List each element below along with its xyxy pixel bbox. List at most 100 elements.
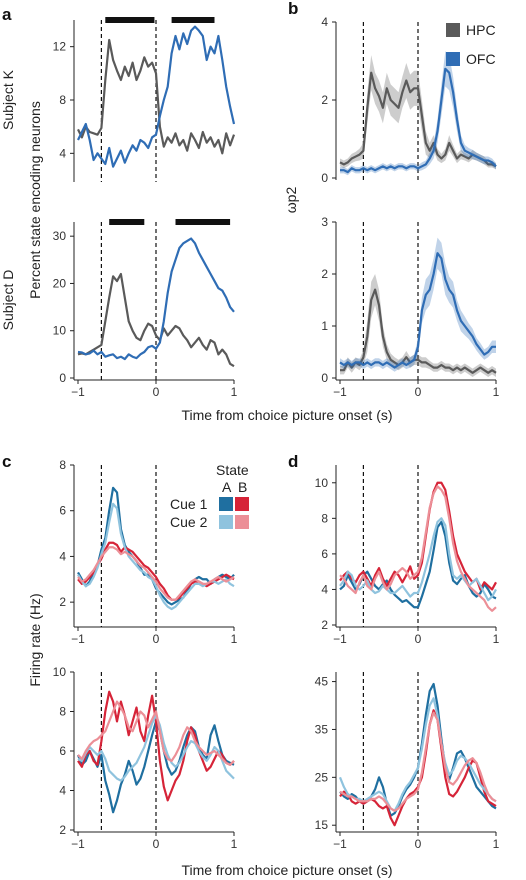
- x-tick-label: 1: [493, 837, 500, 851]
- x-tick-label: −1: [71, 632, 85, 646]
- legend-label-hpc: HPC: [466, 22, 496, 38]
- error-band-hpc: [340, 274, 496, 377]
- y-tick-label: 25: [315, 770, 329, 784]
- significance-bar: [109, 219, 145, 225]
- series-line-cue-2-a: [338, 697, 497, 812]
- y-tick-label: 30: [53, 229, 67, 243]
- panel-letter-a: a: [2, 5, 12, 24]
- y-tick-label: 12: [53, 40, 67, 54]
- x-tick-label: 0: [153, 632, 160, 646]
- y-tick-label: 0: [59, 371, 66, 385]
- series-line-ofc: [339, 252, 496, 369]
- xlabel-top: Time from choice picture onset (s): [181, 407, 392, 423]
- y-tick-label: 6: [321, 547, 328, 561]
- series-line-cue-1-b: [77, 690, 235, 802]
- series-line-cue-2-b: [339, 485, 497, 612]
- chart-d-6: 2 4 6 8 10 −1 0 1: [315, 465, 500, 646]
- panel-letter-d: d: [288, 452, 298, 471]
- x-tick-label: −1: [333, 837, 347, 851]
- x-tick-label: 0: [415, 632, 422, 646]
- y-tick-label: 2: [321, 618, 328, 632]
- y-tick-label: 4: [59, 146, 66, 160]
- legend-c-col-b: B: [238, 479, 247, 495]
- x-tick-label: −1: [71, 837, 85, 851]
- x-tick-label: −1: [333, 632, 347, 646]
- series-line-ofc: [340, 67, 497, 174]
- row-label-subject-d: Subject D: [0, 270, 16, 331]
- ylabel-panel-c: Firing rate (Hz): [27, 593, 43, 686]
- legend-c-title: State: [216, 462, 249, 478]
- x-tick-label: 1: [231, 837, 238, 851]
- row-label-subject-k: Subject K: [0, 69, 16, 130]
- significance-bar: [175, 219, 231, 225]
- significance-bar: [171, 17, 215, 23]
- y-tick-label: 4: [321, 15, 328, 29]
- x-tick-label: 0: [415, 837, 422, 851]
- legend-swatch-ofc: [446, 52, 460, 66]
- ylabel-panel-a: Percent state encoding neurons: [27, 101, 43, 299]
- x-tick-label: 1: [493, 385, 500, 399]
- y-tick-label: 4: [59, 549, 66, 563]
- legend-c-col-a: A: [222, 479, 232, 495]
- y-tick-label: 10: [53, 665, 67, 679]
- y-tick-label: 0: [321, 371, 328, 385]
- x-tick-label: 0: [415, 385, 422, 399]
- x-tick-label: −1: [71, 385, 85, 399]
- series-line-cue-2-b: [77, 700, 235, 766]
- x-tick-label: 1: [493, 632, 500, 646]
- series-line-cue-2-b: [339, 711, 497, 812]
- legend-c-row-cue1: Cue 1: [170, 496, 208, 512]
- legend-swatch-cue1-b: [235, 497, 249, 511]
- legend-swatch-cue2-b: [235, 515, 249, 529]
- legend-swatch-cue2-a: [219, 515, 233, 529]
- legend-c-row-cue2: Cue 2: [170, 514, 208, 530]
- y-tick-label: 8: [59, 458, 66, 472]
- ylabel-panel-b: ωp2: [283, 187, 299, 214]
- y-tick-label: 6: [59, 504, 66, 518]
- panel-letter-c: c: [2, 452, 11, 471]
- y-tick-label: 3: [321, 215, 328, 229]
- series-line-cue-1-b: [339, 481, 497, 591]
- y-tick-label: 2: [321, 267, 328, 281]
- y-tick-label: 10: [315, 476, 329, 490]
- series-line-hpc: [340, 288, 497, 374]
- y-tick-label: 4: [321, 582, 328, 596]
- x-tick-label: 0: [153, 837, 160, 851]
- ylabel-panel-b-text: ωp2: [283, 187, 299, 214]
- y-tick-label: 1: [321, 319, 328, 333]
- significance-bar: [105, 17, 155, 23]
- y-tick-label: 15: [315, 818, 329, 832]
- y-tick-label: 2: [321, 93, 328, 107]
- y-tick-label: 0: [321, 171, 328, 185]
- y-tick-label: 45: [315, 675, 329, 689]
- y-tick-label: 20: [53, 276, 67, 290]
- legend-label-ofc: OFC: [466, 51, 496, 67]
- chart-c-4: 2 4 6 8 −1 0 1: [59, 458, 237, 646]
- chart-b-3: 0 1 2 3 −1 0 1: [321, 215, 499, 399]
- x-tick-label: 0: [153, 385, 160, 399]
- series-line-hpc: [77, 272, 235, 368]
- chart-d-7: 15 25 35 45 −1 0 1: [315, 672, 500, 851]
- chart-b-2: 0 2 4: [321, 15, 497, 185]
- legend-panel-c: State A B Cue 1 Cue 2: [170, 462, 249, 530]
- x-tick-label: 1: [231, 632, 238, 646]
- y-tick-label: 35: [315, 722, 329, 736]
- y-tick-label: 8: [59, 93, 66, 107]
- series-line-ofc: [77, 25, 236, 168]
- x-tick-label: −1: [333, 385, 347, 399]
- y-tick-label: 2: [59, 595, 66, 609]
- series-line-hpc: [339, 71, 497, 168]
- y-tick-label: 4: [59, 784, 66, 798]
- y-tick-label: 8: [59, 705, 66, 719]
- series-line-ofc: [77, 237, 235, 361]
- legend-swatch-cue1-a: [219, 497, 233, 511]
- panel-letter-b: b: [288, 0, 298, 18]
- legend-panel-b: HPC OFC: [446, 22, 496, 67]
- chart-a-0: 4 8 12: [53, 17, 236, 182]
- y-tick-label: 10: [53, 324, 67, 338]
- y-tick-label: 2: [59, 823, 66, 837]
- xlabel-bottom: Time from choice picture onset (s): [181, 862, 392, 878]
- series-line-hpc: [77, 38, 236, 155]
